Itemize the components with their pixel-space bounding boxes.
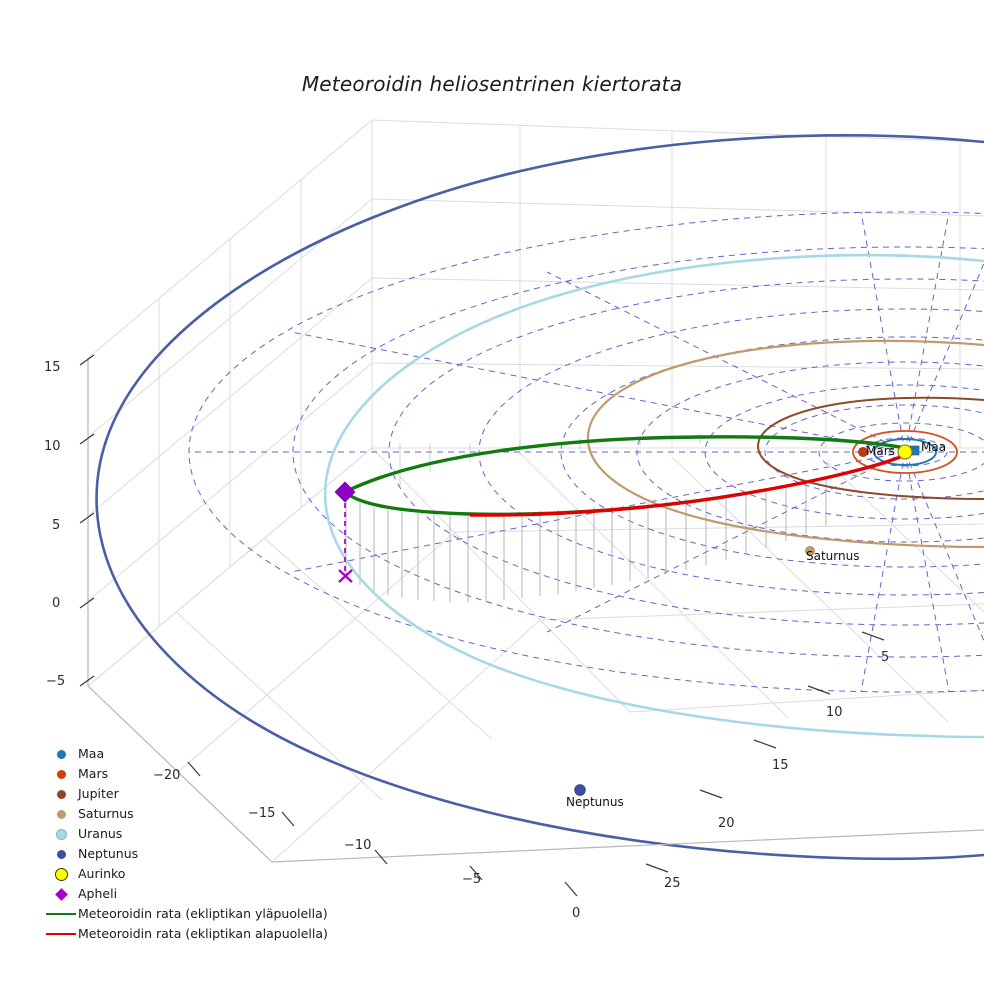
y-tick-0: 5 [881,650,890,665]
z-tick-4: −5 [46,674,66,689]
mars-marker-icon [44,769,78,779]
z-tick-1: 10 [44,439,61,454]
legend-item-neptunus[interactable]: Neptunus [44,844,374,864]
legend-item-saturnus[interactable]: Saturnus [44,804,374,824]
z-tick-3: 0 [52,596,61,611]
legend-label-maa: Maa [78,745,105,761]
aurinko-marker [897,444,913,460]
legend-label-mars: Mars [78,765,109,781]
apheli-marker-icon [44,887,78,901]
legend-label-apheli: Apheli [78,885,118,901]
legend: Maa Mars Jupiter Saturnus Uranus [44,744,374,944]
y-tick-3: 20 [718,816,735,831]
red-line-icon [44,933,78,935]
mars-label: Mars [866,444,895,458]
y-axis-ticks [645,631,885,873]
saturnus-marker-icon [44,809,78,819]
z-axis-ticks [79,354,95,687]
legend-label-path-above: Meteoroidin rata (ekliptikan yläpuolella… [78,905,328,921]
orbit-neptunus [95,134,984,861]
neptunus-label: Neptunus [566,795,624,809]
maa-label: Maa [921,440,947,454]
orbit-uranus [324,253,984,739]
maa-marker-icon [44,749,78,759]
orbit-mars [852,430,958,474]
legend-item-uranus[interactable]: Uranus [44,824,374,844]
jupiter-marker-icon [44,789,78,799]
y-tick-2: 15 [772,758,789,773]
z-tick-2: 5 [52,518,61,533]
legend-item-path-below[interactable]: Meteoroidin rata (ekliptikan alapuolella… [44,924,374,944]
x-tick-0: −20 [153,768,181,783]
legend-item-aurinko[interactable]: Aurinko [44,864,374,884]
legend-label-jupiter: Jupiter [78,785,119,801]
legend-label-uranus: Uranus [78,825,123,841]
orbit-jupiter [756,396,984,500]
axis-spines [87,358,984,863]
x-tick-4: 0 [572,906,581,921]
saturnus-label: Saturnus [806,549,860,563]
orbit-saturnus [586,339,984,556]
x-tick-1: −15 [248,806,276,821]
legend-item-maa[interactable]: Maa [44,744,374,764]
y-tick-1: 10 [826,705,843,720]
legend-item-apheli[interactable]: Apheli [44,884,374,904]
aurinko-marker-icon [44,867,78,881]
x-tick-3: −5 [462,872,482,887]
apheli-marker [334,481,356,583]
uranus-marker-icon [44,828,78,840]
legend-label-saturnus: Saturnus [78,805,134,821]
legend-item-mars[interactable]: Mars [44,764,374,784]
axes-pane-back-left [87,119,373,687]
legend-label-path-below: Meteoroidin rata (ekliptikan alapuolella… [78,925,328,941]
meteoroid-path-below [469,453,906,517]
x-axis-ticks [187,761,578,897]
orbit-drop-stems [345,478,827,602]
y-tick-4: 25 [664,876,681,891]
legend-label-neptunus: Neptunus [78,845,139,861]
legend-label-aurinko: Aurinko [78,865,126,881]
orbit-drop-stems-upper [399,434,701,486]
z-tick-0: 15 [44,360,61,375]
x-tick-2: −10 [344,838,372,853]
green-line-icon [44,913,78,915]
legend-item-path-above[interactable]: Meteoroidin rata (ekliptikan yläpuolella… [44,904,374,924]
neptunus-marker-icon [44,849,78,859]
legend-item-jupiter[interactable]: Jupiter [44,784,374,804]
chart-title: Meteoroidin heliosentrinen kiertorata [301,72,683,96]
